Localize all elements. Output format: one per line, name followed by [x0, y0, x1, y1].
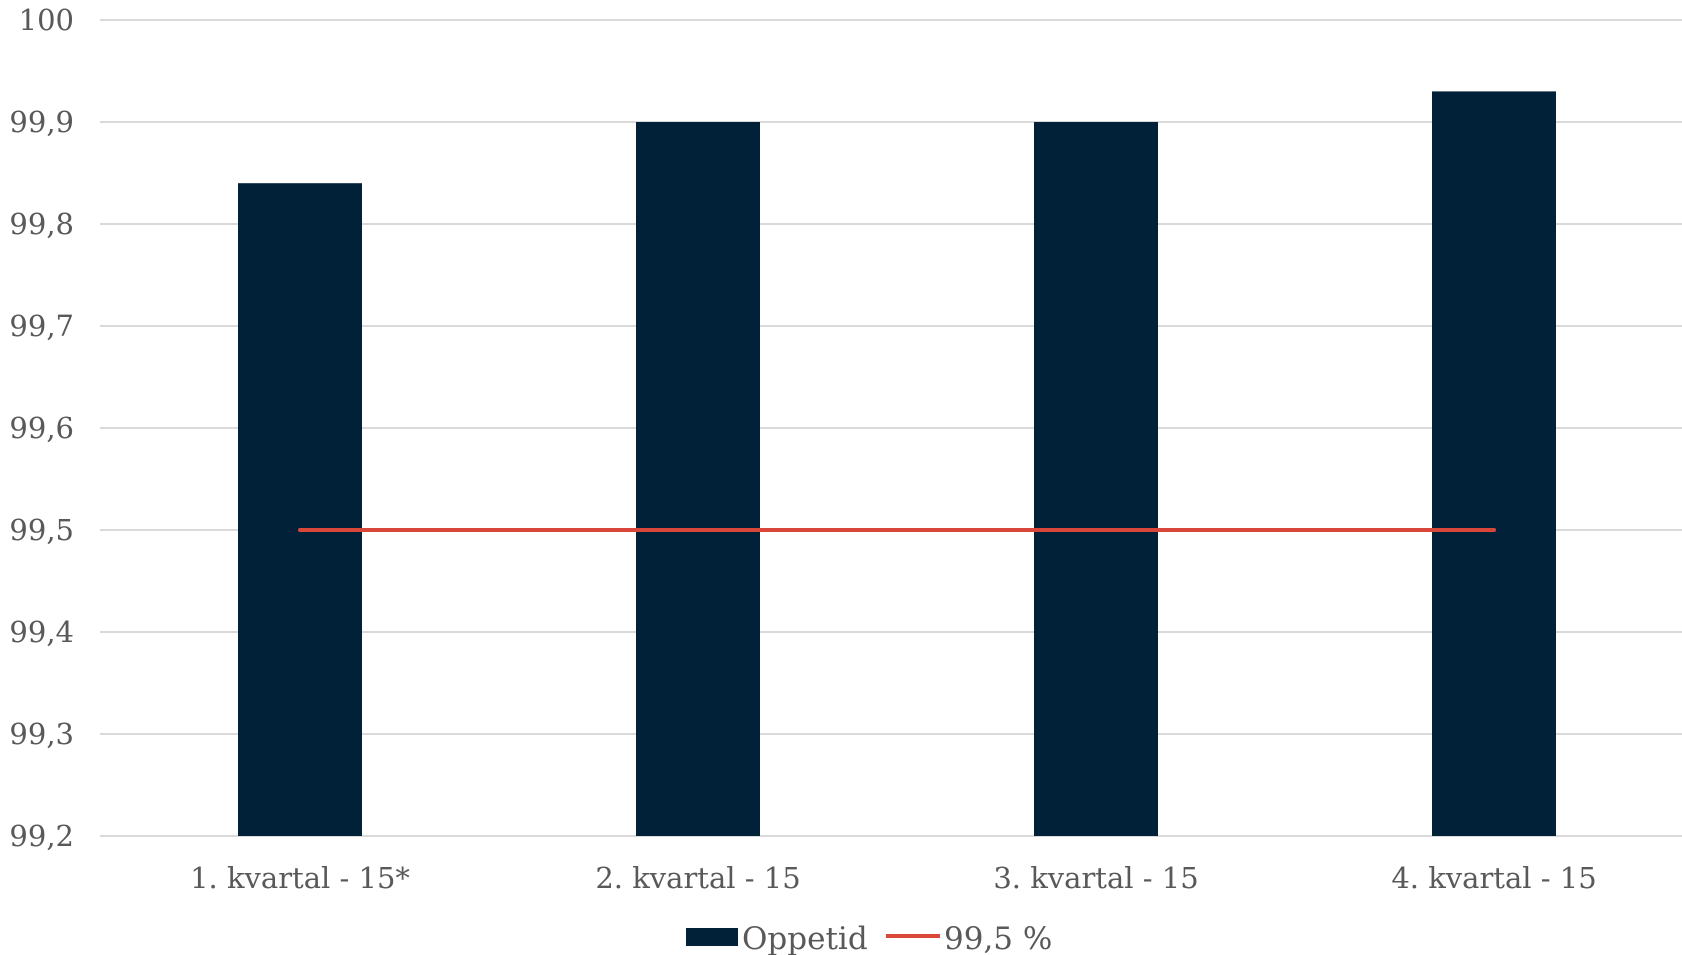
legend: Oppetid 99,5 % [686, 921, 1052, 955]
x-axis-ticks: 1. kvartal - 15* 2. kvartal - 15 3. kvarta… [190, 861, 1597, 895]
y-tick-label: 100 [19, 3, 74, 37]
y-tick-label: 99,8 [9, 207, 74, 241]
x-category-label: 2. kvartal - 15 [595, 861, 800, 895]
bar-oppetid [636, 122, 760, 836]
y-tick-label: 99,3 [9, 717, 74, 751]
legend-label-oppetid: Oppetid [742, 921, 868, 955]
bar-series [238, 91, 1556, 836]
legend-swatch-oppetid [686, 928, 738, 946]
y-tick-label: 99,2 [9, 819, 74, 853]
y-tick-label: 99,4 [9, 615, 74, 649]
x-category-label: 1. kvartal - 15* [190, 861, 410, 895]
legend-label-target: 99,5 % [944, 921, 1052, 955]
bar-oppetid [1432, 91, 1556, 836]
y-tick-label: 99,9 [9, 105, 74, 139]
x-category-label: 4. kvartal - 15 [1391, 861, 1596, 895]
bar-oppetid [1034, 122, 1158, 836]
y-tick-label: 99,7 [9, 309, 74, 343]
y-axis-ticks: 99,2 99,3 99,4 99,5 99,6 99,7 99,8 99,9 100 [9, 3, 74, 853]
y-tick-label: 99,5 [9, 513, 74, 547]
x-category-label: 3. kvartal - 15 [993, 861, 1198, 895]
y-tick-label: 99,6 [9, 411, 74, 445]
bar-oppetid [238, 183, 362, 836]
